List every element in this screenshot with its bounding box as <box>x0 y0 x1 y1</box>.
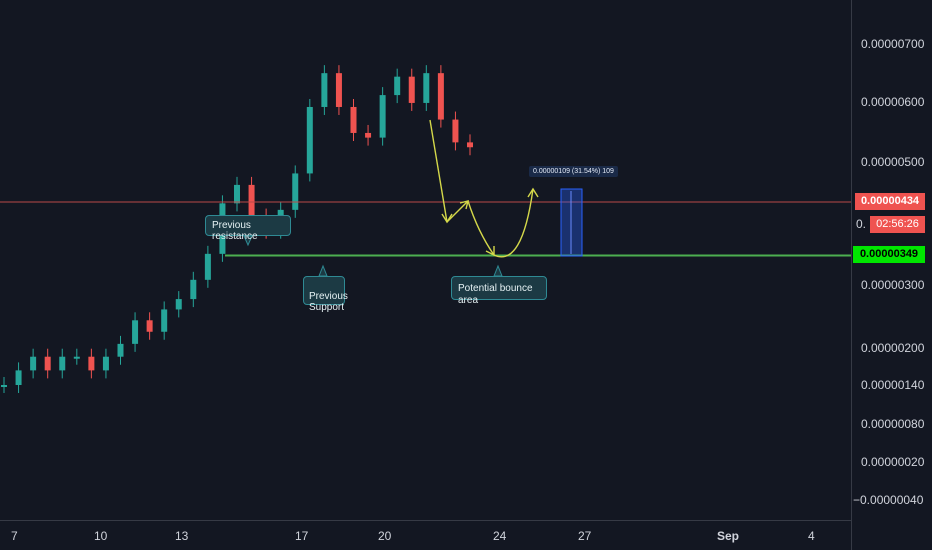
candle-body[interactable] <box>365 132 372 138</box>
price-tick: 0.00000020 <box>861 455 925 469</box>
time-tick: 10 <box>94 529 108 543</box>
time-tick: 13 <box>175 529 189 543</box>
support-price-tag: 0.00000349 <box>853 246 925 263</box>
price-scale[interactable]: 0.00000700 0.00000600 0.00000500 0.00000… <box>853 37 925 507</box>
time-tick: 20 <box>378 529 392 543</box>
candle-body[interactable] <box>467 142 473 148</box>
candle-body[interactable] <box>44 356 51 371</box>
price-tick: 0.00000080 <box>861 417 925 431</box>
candle-body[interactable] <box>132 320 139 344</box>
time-scale[interactable]: 7 10 13 17 20 24 27 Sep 4 <box>11 529 815 543</box>
time-tick: Sep <box>717 529 739 543</box>
candle-body[interactable] <box>30 356 37 371</box>
candle-body[interactable] <box>1 385 7 387</box>
candle-body[interactable] <box>146 320 153 332</box>
candle-body[interactable] <box>190 279 197 300</box>
candle-body[interactable] <box>204 253 211 280</box>
time-tick: 24 <box>493 529 507 543</box>
candle-body[interactable] <box>452 119 459 143</box>
time-tick: 27 <box>578 529 592 543</box>
countdown-tag: 02:56:26 <box>870 216 925 233</box>
potential-bounce-callout[interactable]: Potential bounce area <box>451 276 547 306</box>
price-tick: 0.00000700 <box>861 37 925 51</box>
candle-body[interactable] <box>408 76 415 103</box>
price-tick: 0.00000300 <box>861 278 925 292</box>
price-tick: 0.00000600 <box>861 95 925 109</box>
previous-support-callout[interactable]: Previous Support <box>303 276 348 313</box>
resistance-pointer <box>243 235 253 247</box>
candle-body[interactable] <box>437 73 444 120</box>
previous-resistance-callout[interactable]: Previous resistance <box>205 215 291 242</box>
last-price-tag: 0.00000434 <box>855 193 925 210</box>
price-tick: 0.00000200 <box>861 341 925 355</box>
candle-body[interactable] <box>15 370 22 385</box>
candle-body[interactable] <box>88 356 95 371</box>
candle-body[interactable] <box>102 356 109 371</box>
candle-body[interactable] <box>379 95 386 138</box>
candle-body[interactable] <box>306 106 313 174</box>
candle-body[interactable] <box>292 173 299 210</box>
candle-body[interactable] <box>248 184 255 217</box>
price-tick: −0.00000040 <box>853 493 924 507</box>
candle-body[interactable] <box>175 299 182 310</box>
candle-body[interactable] <box>59 356 66 371</box>
candle-body[interactable] <box>350 106 357 133</box>
candle-body[interactable] <box>161 309 168 332</box>
candle-body[interactable] <box>73 356 80 359</box>
candle-body[interactable] <box>394 76 401 96</box>
price-tick: 0.00000500 <box>861 155 925 169</box>
projection-arrows <box>429 119 539 258</box>
time-tick: 7 <box>11 529 18 543</box>
time-tick: 4 <box>808 529 815 543</box>
time-tick: 17 <box>295 529 309 543</box>
candle-body[interactable] <box>423 73 430 103</box>
candle-body[interactable] <box>234 184 240 204</box>
candle-body[interactable] <box>117 343 124 357</box>
candle-body[interactable] <box>335 73 342 107</box>
measure-label: 0.00000109 (31.54%) 109 <box>529 166 618 177</box>
callout-text: Previous Support <box>309 291 348 313</box>
partial-price-label: 0. <box>856 217 867 231</box>
price-tick: 0.00000140 <box>861 378 925 392</box>
callout-text: Previous resistance <box>212 220 258 242</box>
candle-body[interactable] <box>321 73 328 107</box>
callout-text: Potential bounce area <box>458 283 533 306</box>
